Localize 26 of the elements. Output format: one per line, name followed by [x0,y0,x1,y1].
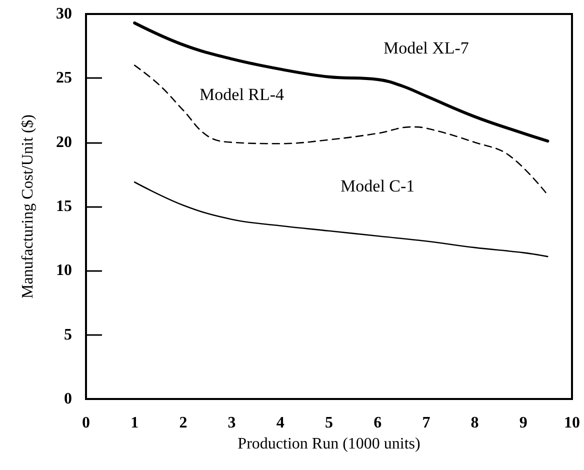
x-tick-label: 5 [325,414,333,432]
x-tick-label: 8 [470,414,479,432]
x-tick-label: 4 [276,414,284,432]
y-tick-label: 25 [56,70,72,87]
y-tick-label: 30 [56,6,72,22]
x-tick-label: 1 [130,414,139,432]
x-axis-title: Production Run (1000 units) [238,435,420,452]
y-tick-label: 15 [56,198,72,215]
x-tick-label: 6 [374,414,382,432]
line-series [134,64,548,196]
text: Model C-1 [340,176,415,196]
y-tick-label: 5 [64,326,72,344]
y-tick-label: 20 [56,134,72,151]
line-series [134,181,548,258]
y-axis-title: Manufacturing Cost/Unit ($) [20,114,36,298]
x-tick-label: 10 [564,414,580,432]
x-tick-label: 9 [519,414,528,432]
x-tick-label: 0 [82,414,90,432]
series-label: Model RL-4 [200,84,285,104]
series-label: Model XL-7 [383,38,470,58]
x-tick-label: 2 [179,414,188,432]
line-series [133,21,550,143]
y-tick-label: 10 [56,262,72,280]
y-tick-label: 0 [64,390,72,408]
x-tick-label: 3 [228,414,236,432]
x-tick-label: 7 [422,414,430,432]
